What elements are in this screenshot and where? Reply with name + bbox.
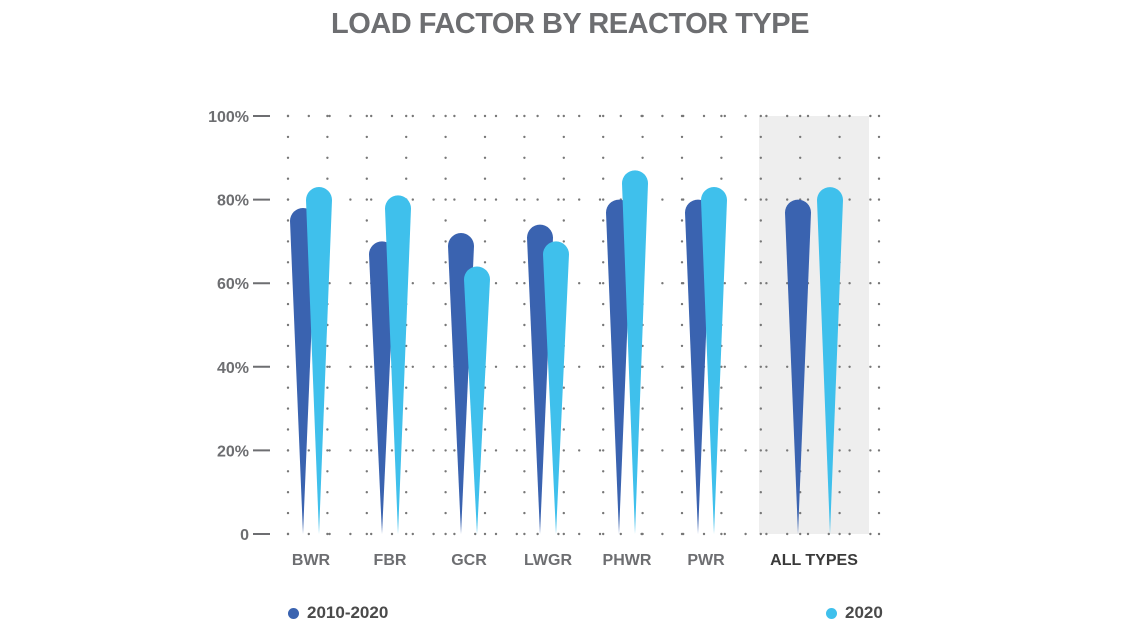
- bar-lwgr-2020: [543, 241, 569, 534]
- y-tick-label: 80%: [217, 193, 249, 210]
- x-tick-label: FBR: [374, 552, 407, 569]
- legend-item-2020: 2020: [826, 603, 883, 623]
- bar-fbr-2020: [385, 195, 411, 534]
- bar-all-types-2020: [817, 187, 843, 534]
- bar-pwr-2020: [701, 187, 727, 534]
- legend-marker-icon: [288, 607, 299, 619]
- y-tick-label: 60%: [217, 276, 249, 293]
- x-tick-label: LWGR: [524, 552, 572, 569]
- y-tick-label: 20%: [217, 443, 249, 460]
- y-tick-label: 40%: [217, 360, 249, 377]
- x-tick-label: BWR: [292, 552, 331, 569]
- x-tick-label: PHWR: [603, 552, 652, 569]
- x-axis: BWR FBR GCR LWGR PHWR PWR ALL TYPES: [292, 552, 858, 569]
- chart-title: LOAD FACTOR BY REACTOR TYPE: [331, 8, 809, 40]
- bar-phwr-2020: [622, 170, 648, 534]
- bar-gcr-2020: [464, 266, 490, 534]
- all-types-highlight: [759, 116, 869, 534]
- bar-bwr-2020: [306, 187, 332, 534]
- bars: [290, 170, 843, 535]
- x-tick-label: GCR: [451, 552, 487, 569]
- y-tick-label: 100%: [208, 109, 249, 126]
- bar-all-types-2010-2020: [785, 199, 811, 534]
- y-axis: 0 20% 40% 60% 80% 100%: [208, 109, 270, 544]
- legend-item-2010-2020: 2010-2020: [288, 603, 388, 623]
- bar-fbr-2010-2020: [369, 241, 395, 534]
- x-tick-label: ALL TYPES: [770, 552, 858, 569]
- legend-label: 2020: [845, 603, 883, 622]
- bar-phwr-2010-2020: [606, 199, 632, 534]
- x-tick-label: PWR: [687, 552, 725, 569]
- legend-marker-icon: [826, 607, 837, 619]
- legend-label: 2010-2020: [307, 603, 389, 622]
- y-tick-label: 0: [240, 527, 249, 544]
